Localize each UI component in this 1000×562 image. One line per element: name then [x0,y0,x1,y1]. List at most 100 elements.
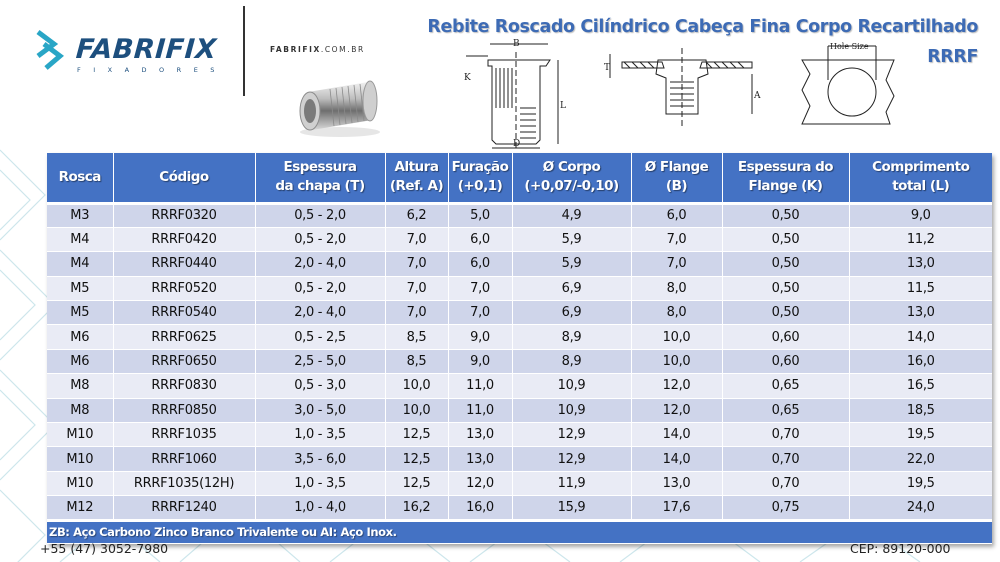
cell-corpo: 11,9 [512,471,632,497]
cell-corpo: 8,9 [512,324,632,350]
table-row[interactable]: M6 RRRF0625 0,5 - 2,5 8,5 9,0 8,9 10,0 0,60 14,0 [47,324,992,350]
cell-altura: 8,5 [385,324,449,350]
cell-furacao: 6,0 [448,227,513,253]
cell-furacao: 11,0 [448,398,513,424]
cell-codigo: RRRF0320 [113,203,256,228]
cell-corpo: 6,9 [512,276,632,302]
column-header-codigo[interactable]: Código [113,153,256,205]
rivet-nut-photo-icon [299,80,380,137]
cell-flange: 8,0 [631,300,723,326]
cell-altura: 12,5 [385,471,449,497]
cell-rosca: M10 [47,422,114,448]
brand-name: FABRIFIX [74,34,218,65]
cell-codigo: RRRF0420 [113,227,256,253]
cell-espessura-flange: 0,50 [722,276,850,302]
cell-espessura-chapa: 2,0 - 4,0 [255,251,386,277]
cell-flange: 13,0 [631,471,723,497]
cell-furacao: 6,0 [448,251,513,277]
cell-espessura-chapa: 1,0 - 3,5 [255,471,386,497]
product-title: Rebite Roscado Cilíndrico Cabeça Fina Co… [427,12,978,72]
cell-altura: 12,5 [385,446,449,472]
cell-espessura-flange: 0,75 [722,495,850,521]
cell-espessura-chapa: 0,5 - 2,5 [255,324,386,350]
cell-espessura-flange: 0,50 [722,203,850,228]
cell-corpo: 10,9 [512,373,632,399]
cell-comprimento: 11,2 [849,227,992,253]
cell-rosca: M6 [47,324,114,350]
cell-espessura-chapa: 3,5 - 6,0 [255,446,386,472]
footer-phone[interactable]: +55 (47) 3052-7980 [40,541,169,556]
cell-corpo: 6,9 [512,300,632,326]
cell-rosca: M6 [47,349,114,375]
cell-flange: 12,0 [631,373,723,399]
cell-rosca: M8 [47,373,114,399]
column-header-rosca[interactable]: Rosca [47,153,114,205]
cell-furacao: 5,0 [448,203,513,228]
table-row[interactable]: M12 RRRF1240 1,0 - 4,0 16,2 16,0 15,9 17,6 0,75… [47,495,992,521]
cell-espessura-chapa: 1,0 - 4,0 [255,495,386,521]
table-row[interactable]: M4 RRRF0440 2,0 - 4,0 7,0 6,0 5,9 7,0 0,50 13,0 [47,251,992,277]
table-header-row: Rosca Código Espessura da chapa (T) Altur… [47,153,992,205]
cell-flange: 10,0 [631,349,723,375]
cell-comprimento: 22,0 [849,446,992,472]
logo-chevron-icon [36,30,64,70]
table-row[interactable]: M3 RRRF0320 0,5 - 2,0 6,2 5,0 4,9 6,0 0,50 9,0 [47,203,992,228]
hole-size-label: Hole Size [830,42,869,51]
cell-codigo: RRRF0850 [113,398,256,424]
cell-espessura-flange: 0,50 [722,227,850,253]
cell-espessura-flange: 0,70 [722,446,850,472]
cell-espessura-chapa: 0,5 - 2,0 [255,227,386,253]
cell-rosca: M8 [47,398,114,424]
column-header-corpo[interactable]: Ø Corpo (+0,07/-0,10) [512,153,632,205]
cell-altura: 12,5 [385,422,449,448]
cell-espessura-flange: 0,50 [722,251,850,277]
column-header-comprimento[interactable]: Comprimento total (L) [849,153,992,205]
cell-espessura-chapa: 0,5 - 2,0 [255,276,386,302]
cell-rosca: M10 [47,471,114,497]
hole-size-drawing: Hole Size [801,42,895,125]
cell-espessura-flange: 0,70 [722,422,850,448]
cell-codigo: RRRF0540 [113,300,256,326]
column-header-furacao[interactable]: Furação (+0,1) [448,153,513,205]
table-row[interactable]: M8 RRRF0830 0,5 - 3,0 10,0 11,0 10,9 12,0 0,65 1… [47,373,992,399]
column-header-espessura-chapa[interactable]: Espessura da chapa (T) [255,153,386,205]
cell-comprimento: 13,0 [849,251,992,277]
cell-altura: 7,0 [385,251,449,277]
cell-espessura-chapa: 1,0 - 3,5 [255,422,386,448]
cell-furacao: 9,0 [448,349,513,375]
cell-codigo: RRRF1240 [113,495,256,521]
cell-flange: 14,0 [631,446,723,472]
cell-rosca: M3 [47,203,114,228]
table-row[interactable]: M4 RRRF0420 0,5 - 2,0 7,0 6,0 5,9 7,0 0,50 11,2 [47,227,992,253]
cell-espessura-flange: 0,50 [722,300,850,326]
cell-espessura-flange: 0,65 [722,398,850,424]
column-header-espessura-flange[interactable]: Espessura do Flange (K) [722,153,850,205]
svg-text:L: L [560,101,566,111]
table-row[interactable]: M5 RRRF0520 0,5 - 2,0 7,0 7,0 6,9 8,0 0,50 11,5 [47,276,992,302]
table-row[interactable]: M10 RRRF1035(12H) 1,0 - 3,5 12,5 12,0 11,9 13,… [47,471,992,497]
cell-corpo: 12,9 [512,422,632,448]
table-row[interactable]: M6 RRRF0650 2,5 - 5,0 8,5 9,0 8,9 10,0 0,60 16,0 [47,349,992,375]
table-row[interactable]: M5 RRRF0540 2,0 - 4,0 7,0 7,0 6,9 8,0 0,50 13,0 [47,300,992,326]
column-header-altura[interactable]: Altura (Ref. A) [385,153,449,205]
svg-text:K: K [464,73,471,83]
column-header-flange[interactable]: Ø Flange (B) [631,153,723,205]
svg-text:D: D [513,139,520,149]
dim-label-b: B [513,39,520,49]
brand-tagline: FIXADORES [77,66,227,74]
table-row[interactable]: M8 RRRF0850 3,0 - 5,0 10,0 11,0 10,9 12,0 0,65 1… [47,398,992,424]
cell-rosca: M5 [47,276,114,302]
cell-furacao: 12,0 [448,471,513,497]
website-link[interactable]: FABRIFIX.COM.BR [270,45,365,54]
brand-logo[interactable]: FABRIFIX FIXADORES [36,30,226,74]
cell-rosca: M4 [47,227,114,253]
cell-flange: 10,0 [631,324,723,350]
product-title-line1: Rebite Roscado Cilíndrico Cabeça Fina Co… [427,17,978,37]
table-row[interactable]: M10 RRRF1035 1,0 - 3,5 12,5 13,0 12,9 14,0 0,70… [47,422,992,448]
table-row[interactable]: M10 RRRF1060 3,5 - 6,0 12,5 13,0 12,9 14,0 0,70… [47,446,992,472]
cell-codigo: RRRF0440 [113,251,256,277]
website-bold: FABRIFIX [270,45,321,54]
cell-furacao: 11,0 [448,373,513,399]
cell-altura: 8,5 [385,349,449,375]
cell-espessura-chapa: 0,5 - 3,0 [255,373,386,399]
